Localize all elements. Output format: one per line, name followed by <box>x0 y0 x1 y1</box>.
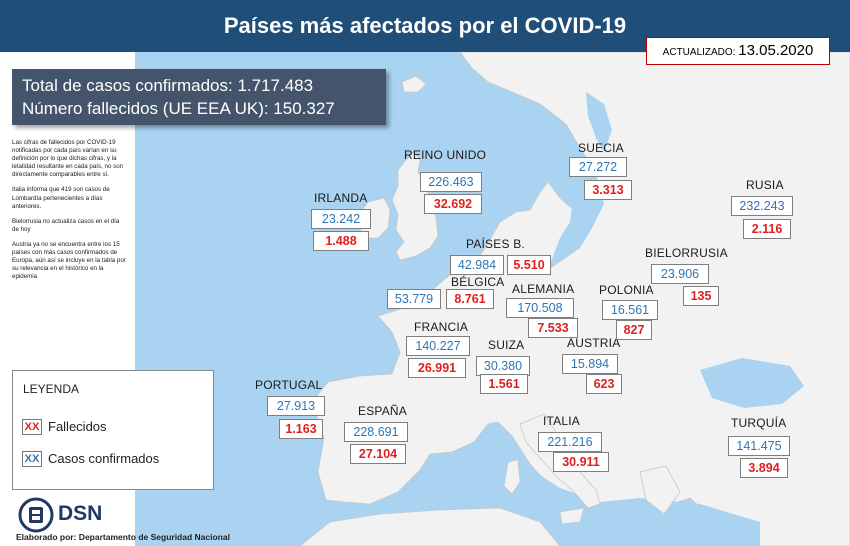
country-name: SUECIA <box>578 141 624 155</box>
total-deaths: Número fallecidos (UE EEA UK): 150.327 <box>22 99 335 118</box>
europe-map <box>0 52 850 546</box>
deaths-value: 1.488 <box>313 231 369 251</box>
legend-deaths-label: Fallecidos <box>48 419 107 435</box>
deaths-value: 3.894 <box>740 458 788 478</box>
legend-cases-label: Casos confirmados <box>48 451 160 467</box>
logo-text: DSN <box>58 502 103 525</box>
deaths-value: 827 <box>616 320 652 340</box>
country-name: FRANCIA <box>414 320 469 334</box>
deaths-value: 5.510 <box>507 255 551 275</box>
cases-value: 30.380 <box>476 356 530 376</box>
legend-title: LEYENDA <box>23 382 80 396</box>
cases-value: 53.779 <box>387 289 441 309</box>
country-name: ITALIA <box>543 414 580 428</box>
deaths-value: 7.533 <box>528 318 578 338</box>
cases-value: 228.691 <box>344 422 408 442</box>
sea-black <box>700 358 804 408</box>
land-north-africa <box>299 507 561 546</box>
land-sicily <box>559 507 585 525</box>
cases-value: 27.913 <box>267 396 325 416</box>
deaths-value: 3.313 <box>584 180 632 200</box>
cases-value: 141.475 <box>728 436 790 456</box>
country-name: TURQUÍA <box>731 416 787 430</box>
map-background <box>0 52 850 546</box>
cases-value: 170.508 <box>506 298 574 318</box>
cases-value: 42.984 <box>450 255 504 275</box>
cases-value: 140.227 <box>406 336 470 356</box>
deaths-value: 1.163 <box>279 419 323 439</box>
total-cases: Total de casos confirmados: 1.717.483 <box>22 76 314 95</box>
note-text: Austria ya no se encuentra entre los 15 … <box>12 240 126 281</box>
country-name: PORTUGAL <box>255 378 323 392</box>
land-great-britain <box>391 151 439 261</box>
legend-deaths: XX Fallecidos <box>22 418 107 435</box>
country-name: POLONIA <box>599 283 654 297</box>
country-name: AUSTRIA <box>567 336 621 350</box>
cases-value: 16.561 <box>602 300 658 320</box>
legend: LEYENDA XX Fallecidos XX Casos confirmados <box>12 370 214 490</box>
sea-bothnia <box>586 92 612 152</box>
cases-value: 27.272 <box>569 157 627 177</box>
legend-cases: XX Casos confirmados <box>22 450 159 467</box>
deaths-value: 32.692 <box>424 194 482 214</box>
note-text: Las cifras de fallecidos por COVID-19 no… <box>12 139 124 179</box>
title-bar: Países más afectados por el COVID-19 <box>0 0 850 52</box>
cases-value: 23.906 <box>651 264 709 284</box>
country-name: ALEMANIA <box>512 282 575 296</box>
deaths-value: 8.761 <box>446 289 494 309</box>
country-name: BIELORRUSIA <box>645 246 728 260</box>
country-name: ESPAÑA <box>358 404 407 418</box>
note-text: Italia informa que 419 son casos de Lomb… <box>12 186 110 210</box>
totals-box: Total de casos confirmados: 1.717.483 Nú… <box>12 69 386 125</box>
cases-value: 15.894 <box>562 354 618 374</box>
country-name: BÉLGICA <box>451 275 505 289</box>
deaths-value: 1.561 <box>480 374 528 394</box>
country-name: PAÍSES B. <box>466 237 525 251</box>
cases-value: 221.216 <box>538 432 602 452</box>
cases-value: 23.242 <box>311 209 371 229</box>
dsn-emblem-icon <box>18 497 54 533</box>
note-text: Bielorrusia no actualiza casos en el día… <box>12 217 120 233</box>
deaths-value: 26.991 <box>408 358 466 378</box>
deaths-value: 27.104 <box>350 444 406 464</box>
deaths-value: 135 <box>683 286 719 306</box>
legend-cases-marker: XX <box>22 450 42 467</box>
updated-date: 13.05.2020 <box>738 42 814 59</box>
cases-value: 232.243 <box>731 196 793 216</box>
cases-value: 226.463 <box>420 172 482 192</box>
country-name: REINO UNIDO <box>404 148 487 162</box>
credit-text: Elaborado por: Departamento de Seguridad… <box>16 532 230 542</box>
page-title: Países más afectados por el COVID-19 <box>223 13 627 38</box>
land-greece <box>639 465 681 515</box>
notes-panel: Las cifras de fallecidos por COVID-19 no… <box>12 139 126 288</box>
country-name: SUIZA <box>488 338 525 352</box>
deaths-value: 30.911 <box>553 452 609 472</box>
deaths-value: 2.116 <box>743 219 791 239</box>
land-sardinia <box>503 459 521 495</box>
country-name: RUSIA <box>746 178 784 192</box>
land-north-islands <box>401 75 427 93</box>
updated-label: ACTUALIZADO: <box>662 47 736 58</box>
legend-deaths-marker: XX <box>22 418 42 435</box>
updated-badge: ACTUALIZADO: 13.05.2020 <box>646 37 830 65</box>
country-name: IRLANDA <box>314 191 368 205</box>
deaths-value: 623 <box>586 374 622 394</box>
